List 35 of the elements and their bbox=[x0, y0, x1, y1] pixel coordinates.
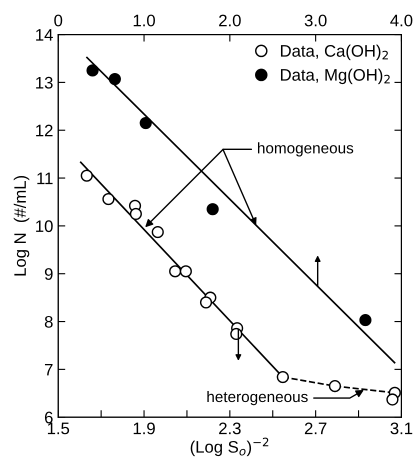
annotation: homogeneous bbox=[258, 142, 354, 156]
x2-tick-label: 0 bbox=[54, 14, 62, 26]
point bbox=[130, 208, 142, 220]
x-tick-label: 1.5 bbox=[48, 422, 70, 434]
point bbox=[102, 193, 115, 206]
y-tick-label: 14 bbox=[36, 29, 53, 41]
x2-tick-label: 2.0 bbox=[219, 14, 241, 26]
x-tick-label: 3.1 bbox=[390, 422, 412, 434]
x2-tick-label: 3.0 bbox=[304, 14, 327, 26]
x-tick-label: 1.9 bbox=[134, 422, 155, 434]
point bbox=[80, 170, 93, 182]
x-axis-title: (Log S$_{o}$)$^{−2}$ bbox=[190, 438, 268, 456]
y-tick-label: 10 bbox=[36, 220, 53, 232]
y-axis-title: Log N (#/mL) bbox=[14, 176, 30, 276]
x2-tick-label: 1.0 bbox=[134, 14, 155, 26]
y-tick-label: 13 bbox=[36, 76, 53, 89]
x-tick-label: 2.3 bbox=[219, 422, 241, 434]
legend-label: Data, Ca(OH)$_{2}$ bbox=[280, 44, 388, 60]
x-tick-label: 2.7 bbox=[304, 422, 326, 434]
legend-label: Data, Mg(OH)$_{2}$ bbox=[280, 68, 390, 84]
point bbox=[276, 370, 289, 384]
y-tick-label: 12 bbox=[36, 124, 53, 136]
y-tick-label: 11 bbox=[37, 172, 53, 184]
y-tick-label: 9 bbox=[44, 268, 53, 280]
y-tick-label: 7 bbox=[44, 364, 53, 376]
y-tick-label: 6 bbox=[44, 412, 53, 424]
point bbox=[386, 393, 399, 406]
point bbox=[180, 265, 192, 278]
x2-tick-label: 4.0 bbox=[390, 14, 412, 26]
point bbox=[328, 380, 342, 392]
point bbox=[169, 265, 182, 278]
annotation: heterogeneous bbox=[207, 390, 308, 406]
y-tick-label: 8 bbox=[44, 316, 53, 328]
point bbox=[200, 296, 212, 308]
point bbox=[152, 226, 164, 238]
